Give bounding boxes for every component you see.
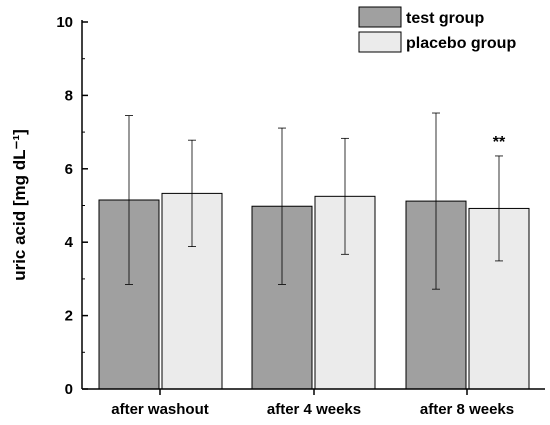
legend-label: test group	[406, 10, 484, 27]
y-tick-label: 8	[65, 87, 73, 104]
y-tick-label: 6	[65, 161, 73, 178]
x-category-label: after washout	[111, 401, 209, 418]
legend-swatch	[358, 31, 402, 53]
x-category-label: after 4 weeks	[267, 401, 361, 418]
y-tick-label: 2	[65, 308, 73, 325]
significance-annotation: **	[493, 134, 506, 151]
legend-label: placebo group	[406, 35, 516, 52]
y-tick-label: 10	[56, 14, 73, 31]
y-tick-label: 4	[65, 234, 74, 251]
x-category-label: after 8 weeks	[420, 401, 514, 418]
y-axis-title: uric acid [mg dL⁻¹]	[10, 129, 29, 281]
y-tick-label: 0	[65, 381, 73, 398]
legend-swatch	[358, 6, 402, 28]
